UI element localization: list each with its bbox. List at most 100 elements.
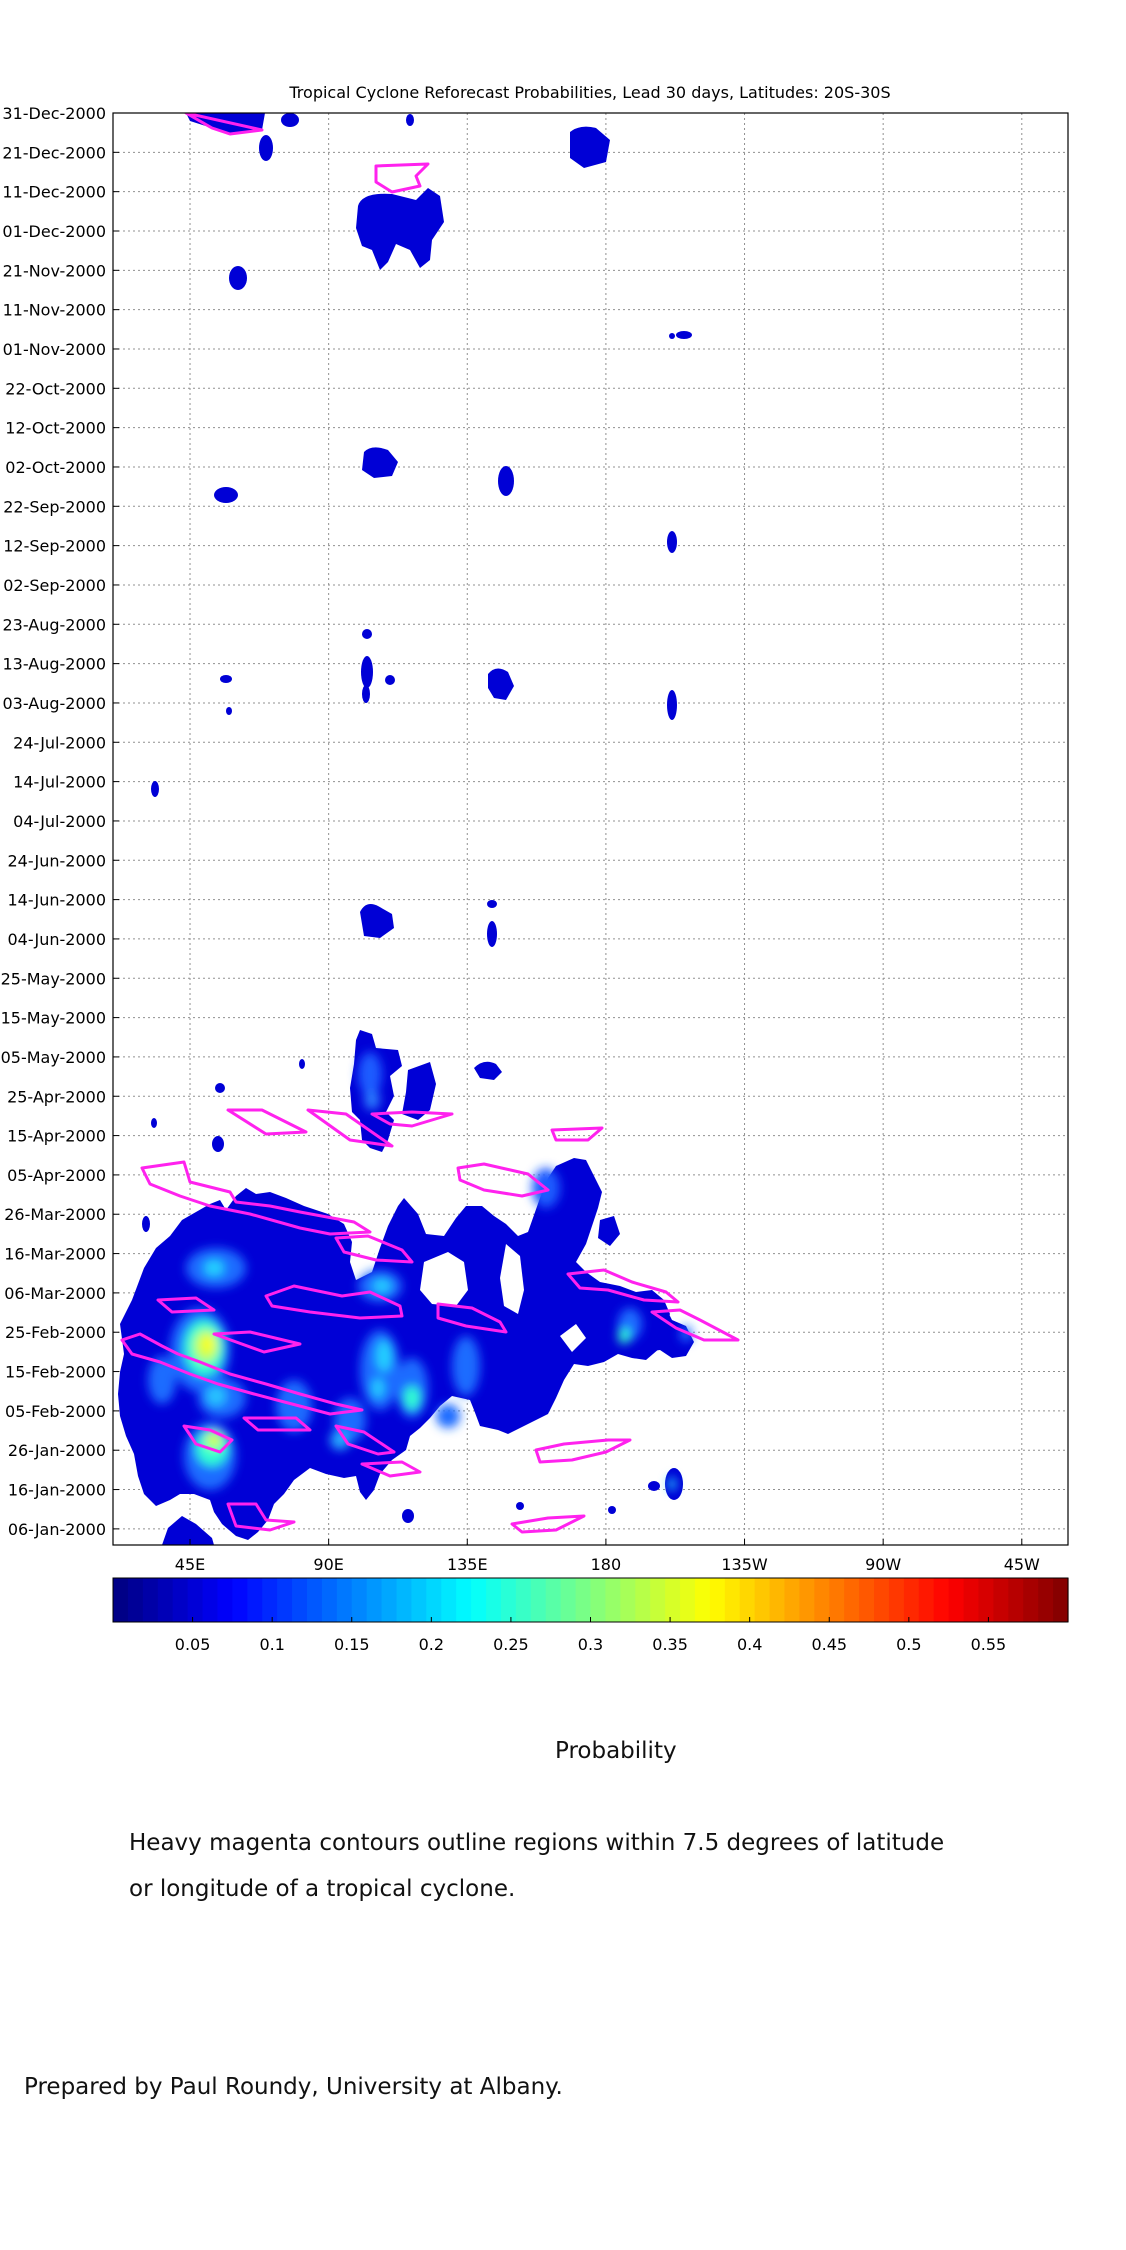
- colorbar-cells: [113, 1578, 1069, 1622]
- y-tick-label: 22-Oct-2000: [5, 379, 106, 398]
- y-tick-label: 01-Dec-2000: [2, 222, 106, 241]
- colorbar-cell: [500, 1578, 517, 1622]
- colorbar-cell: [545, 1578, 562, 1622]
- colorbar-cell: [1023, 1578, 1039, 1622]
- colorbar-cell: [844, 1578, 860, 1622]
- colorbar-cell: [888, 1578, 905, 1622]
- y-tick-label: 25-Feb-2000: [5, 1323, 106, 1342]
- colorbar-cell: [874, 1578, 890, 1622]
- y-tick-label: 21-Dec-2000: [2, 143, 106, 162]
- y-tick-label: 06-Jan-2000: [8, 1520, 106, 1539]
- colorbar: 0.05 0.1 0.15 0.2 0.25 0.3 0.35 0.4 0.45 0.5 0.55: [112, 1577, 1069, 1654]
- colorbar-cell: [754, 1578, 771, 1622]
- note-line-2: or longitude of a tropical cyclone.: [129, 1876, 516, 1902]
- y-tick-label: 25-Apr-2000: [7, 1087, 106, 1106]
- colorbar-ticks: 0.05 0.1 0.15 0.2 0.25 0.3 0.35 0.4 0.45 0.5 0.55: [175, 1617, 1006, 1654]
- y-tick-label: 06-Mar-2000: [4, 1284, 106, 1303]
- colorbar-cell: [680, 1578, 696, 1622]
- colorbar-tick-label: 0.1: [259, 1635, 284, 1654]
- colorbar-cell: [1008, 1578, 1024, 1622]
- colorbar-tick-label: 0.5: [896, 1635, 921, 1654]
- colorbar-cell: [575, 1578, 592, 1622]
- y-tick-label: 05-Apr-2000: [7, 1166, 106, 1185]
- colorbar-cell: [933, 1578, 950, 1622]
- x-tick-label: 45W: [1004, 1555, 1040, 1574]
- colorbar-cell: [620, 1578, 636, 1622]
- colorbar-label: Probability: [555, 1738, 677, 1764]
- x-tick-label: 135W: [721, 1555, 768, 1574]
- y-tick-label: 01-Nov-2000: [3, 340, 106, 359]
- y-tick-label: 05-Feb-2000: [5, 1402, 106, 1421]
- grid-lines: [113, 113, 1068, 1545]
- y-tick-label: 15-Feb-2000: [5, 1363, 106, 1382]
- colorbar-cell: [605, 1578, 621, 1622]
- y-tick-label: 02-Sep-2000: [3, 576, 106, 595]
- colorbar-cell: [157, 1578, 174, 1622]
- y-tick-label: 15-May-2000: [1, 1009, 106, 1028]
- colorbar-cell: [635, 1578, 651, 1622]
- colorbar-cell: [963, 1578, 980, 1622]
- colorbar-tick-label: 0.05: [175, 1635, 211, 1654]
- colorbar-tick-label: 0.55: [971, 1635, 1007, 1654]
- colorbar-cell: [530, 1578, 547, 1622]
- colorbar-cell: [948, 1578, 965, 1622]
- colorbar-cell: [187, 1578, 204, 1622]
- colorbar-cell: [396, 1578, 413, 1622]
- y-tick-label: 11-Dec-2000: [2, 183, 106, 202]
- y-tick-label: 03-Aug-2000: [2, 694, 106, 713]
- credit-line: Prepared by Paul Roundy, University at A…: [24, 2074, 563, 2100]
- colorbar-cell: [1038, 1578, 1054, 1622]
- y-tick-label: 02-Oct-2000: [5, 458, 106, 477]
- colorbar-cell: [127, 1578, 144, 1622]
- colorbar-cell: [172, 1578, 189, 1622]
- x-tick-label: 135E: [447, 1555, 488, 1574]
- colorbar-cell: [247, 1578, 263, 1622]
- colorbar-cell: [426, 1578, 442, 1622]
- y-tick-label: 04-Jul-2000: [13, 812, 106, 831]
- chart-title: Tropical Cyclone Reforecast Probabilitie…: [288, 83, 890, 102]
- y-tick-label: 11-Nov-2000: [3, 301, 106, 320]
- cyclone-contours: [120, 113, 740, 1534]
- colorbar-cell: [366, 1578, 383, 1622]
- colorbar-cell: [560, 1578, 577, 1622]
- y-tick-label: 14-Jun-2000: [7, 891, 106, 910]
- colorbar-cell: [262, 1578, 278, 1622]
- colorbar-cell: [978, 1578, 994, 1622]
- y-tick-label: 16-Jan-2000: [8, 1481, 106, 1500]
- plot-frame: [112, 112, 1069, 1546]
- y-tick-label: 26-Jan-2000: [8, 1441, 106, 1460]
- y-tick-label: 31-Dec-2000: [2, 104, 106, 123]
- y-tick-label: 24-Jun-2000: [7, 851, 106, 870]
- colorbar-cell: [381, 1578, 398, 1622]
- colorbar-cell: [277, 1578, 293, 1622]
- colorbar-cell: [441, 1578, 457, 1622]
- colorbar-cell: [486, 1578, 502, 1622]
- y-tick-label: 12-Oct-2000: [5, 419, 106, 438]
- colorbar-cell: [799, 1578, 815, 1622]
- y-tick-label: 22-Sep-2000: [3, 497, 106, 516]
- colorbar-cell: [232, 1578, 248, 1622]
- y-tick-label: 15-Apr-2000: [7, 1127, 106, 1146]
- colorbar-cell: [321, 1578, 338, 1622]
- y-axis: 31-Dec-2000 21-Dec-2000 11-Dec-2000 01-Dec-…: [1, 104, 119, 1539]
- x-tick-label: 45E: [175, 1555, 205, 1574]
- colorbar-cell: [665, 1578, 681, 1622]
- colorbar-cell: [739, 1578, 756, 1622]
- colorbar-cell: [471, 1578, 487, 1622]
- colorbar-cell: [903, 1578, 920, 1622]
- colorbar-tick-label: 0.4: [737, 1635, 762, 1654]
- colorbar-cell: [292, 1578, 308, 1622]
- colorbar-cell: [724, 1578, 741, 1622]
- colorbar-cell: [456, 1578, 472, 1622]
- colorbar-cell: [829, 1578, 845, 1622]
- x-tick-label: 180: [591, 1555, 622, 1574]
- colorbar-cell: [202, 1578, 219, 1622]
- colorbar-cell: [411, 1578, 427, 1622]
- colorbar-cell: [993, 1578, 1009, 1622]
- y-tick-label: 12-Sep-2000: [3, 537, 106, 556]
- y-tick-label: 25-May-2000: [1, 969, 106, 988]
- colorbar-cell: [590, 1578, 607, 1622]
- colorbar-tick-label: 0.15: [334, 1635, 370, 1654]
- colorbar-cell: [1053, 1578, 1069, 1622]
- colorbar-cell: [918, 1578, 935, 1622]
